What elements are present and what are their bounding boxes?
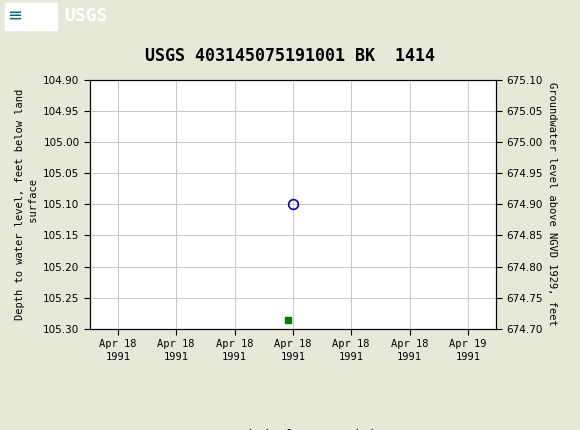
- Legend: Period of approved data: Period of approved data: [184, 424, 401, 430]
- Text: USGS 403145075191001 BK  1414: USGS 403145075191001 BK 1414: [145, 47, 435, 65]
- Y-axis label: Depth to water level, feet below land
 surface: Depth to water level, feet below land su…: [15, 89, 39, 320]
- Y-axis label: Groundwater level above NGVD 1929, feet: Groundwater level above NGVD 1929, feet: [547, 83, 557, 326]
- Text: USGS: USGS: [64, 7, 107, 25]
- FancyBboxPatch shape: [5, 3, 57, 30]
- Text: ≡: ≡: [7, 6, 22, 25]
